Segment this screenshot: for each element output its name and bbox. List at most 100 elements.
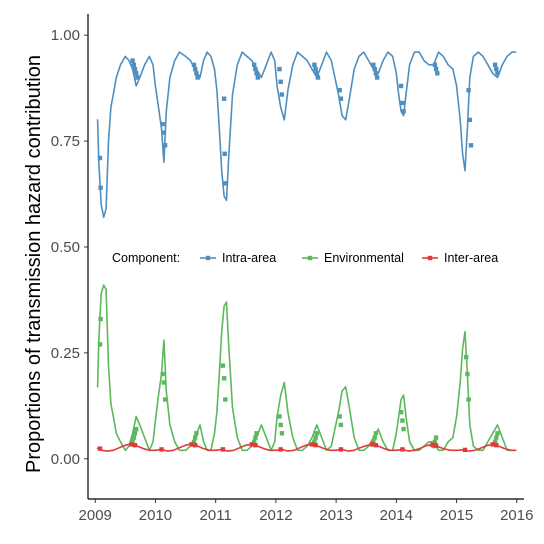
series-marker-environmental xyxy=(131,435,136,440)
series-marker-environmental xyxy=(191,439,197,444)
series-marker-inter-area xyxy=(129,442,134,447)
series-marker-intra-area xyxy=(494,66,499,72)
series-marker-environmental xyxy=(492,439,498,444)
series-marker-intra-area xyxy=(435,71,440,76)
series-marker-intra-area xyxy=(492,62,498,67)
series-marker-intra-area xyxy=(466,88,471,93)
series-marker-intra-area xyxy=(398,83,404,89)
series-marker-environmental xyxy=(279,431,285,436)
series-marker-intra-area xyxy=(278,79,283,84)
series-marker-inter-area xyxy=(159,447,164,452)
series-marker-environmental xyxy=(466,397,471,402)
plot-area xyxy=(96,51,517,453)
x-tick-label: 2016 xyxy=(500,507,533,524)
series-marker-environmental xyxy=(161,380,167,385)
x-ticks: 2009 2010 2011 2012 2013 2014 2015 2016 xyxy=(79,499,533,524)
series-intra-area xyxy=(96,51,517,219)
series-marker-intra-area xyxy=(495,71,500,76)
series-marker-inter-area xyxy=(309,442,315,447)
series-marker-environmental xyxy=(252,439,257,444)
y-axis-title: Proportions of transmission hazard contr… xyxy=(23,55,45,473)
series-marker-intra-area xyxy=(373,71,379,76)
series-marker-environmental xyxy=(132,431,138,436)
y-tick-label: 0.25 xyxy=(51,345,80,362)
series-marker-environmental xyxy=(97,342,103,347)
series-marker-intra-area xyxy=(98,185,103,190)
x-tick-label: 2012 xyxy=(259,507,292,524)
x-tick-label: 2014 xyxy=(380,507,413,524)
series-marker-inter-area xyxy=(193,443,198,448)
series-marker-environmental xyxy=(433,435,439,440)
series-marker-intra-area xyxy=(97,155,103,161)
series-marker-inter-area xyxy=(494,443,499,448)
series-marker-intra-area xyxy=(312,62,317,67)
series-marker-environmental xyxy=(313,435,318,440)
series-marker-environmental xyxy=(194,431,199,436)
series-marker-environmental xyxy=(220,363,226,368)
series-marker-inter-area xyxy=(373,443,379,448)
series-marker-inter-area xyxy=(189,442,194,447)
series-marker-intra-area xyxy=(160,121,165,127)
series-marker-intra-area xyxy=(134,71,139,76)
series-marker-intra-area xyxy=(191,62,197,67)
y-tick-label: 1.00 xyxy=(51,27,80,44)
series-marker-environmental xyxy=(371,439,376,444)
y-ticks: 0.00 0.25 0.50 0.75 1.00 xyxy=(51,27,88,468)
series-marker-intra-area xyxy=(130,58,135,63)
x-tick-label: 2015 xyxy=(440,507,473,524)
series-marker-inter-area xyxy=(278,447,283,452)
series-marker-intra-area xyxy=(223,181,228,186)
legend-title: Component: xyxy=(112,251,180,265)
series-marker-intra-area xyxy=(193,66,198,72)
series-marker-environmental xyxy=(253,435,258,440)
series-marker-inter-area xyxy=(490,442,495,447)
x-tick-label: 2010 xyxy=(139,507,172,524)
series-marker-environmental xyxy=(134,426,139,432)
series-marker-intra-area xyxy=(433,66,439,72)
series-marker-inter-area xyxy=(338,447,344,452)
series-marker-environmental xyxy=(495,431,500,436)
series-marker-intra-area xyxy=(400,100,405,106)
series-marker-inter-area xyxy=(313,443,318,448)
legend: Component: Intra-area Environmental Inter-… xyxy=(112,251,498,265)
legend-label: Intra-area xyxy=(222,251,276,265)
series-marker-inter-area xyxy=(132,443,138,448)
x-tick-label: 2013 xyxy=(319,507,352,524)
series-marker-environmental xyxy=(400,418,405,423)
series-marker-inter-area xyxy=(249,442,254,447)
series-marker-inter-area xyxy=(430,442,435,447)
series-marker-environmental xyxy=(254,431,259,436)
series-marker-intra-area xyxy=(277,66,282,72)
series-marker-intra-area xyxy=(279,92,285,97)
y-tick-label: 0.00 xyxy=(51,451,80,468)
series-marker-environmental xyxy=(432,439,438,444)
series-marker-intra-area xyxy=(252,62,257,67)
series-marker-intra-area xyxy=(467,117,472,123)
series-marker-intra-area xyxy=(254,71,259,76)
legend-item-inter-area: Inter-area xyxy=(422,251,498,265)
series-marker-intra-area xyxy=(132,66,138,72)
series-marker-environmental xyxy=(193,435,198,440)
series-marker-inter-area xyxy=(97,446,103,451)
legend-swatch-marker xyxy=(205,255,211,261)
series-marker-intra-area xyxy=(161,130,167,135)
series-marker-environmental xyxy=(312,439,317,444)
series-marker-intra-area xyxy=(338,96,344,101)
x-tick-label: 2009 xyxy=(79,507,112,524)
series-marker-intra-area xyxy=(371,62,376,67)
series-marker-environmental xyxy=(401,426,406,432)
series-marker-intra-area xyxy=(401,109,406,114)
series-marker-intra-area xyxy=(194,71,199,76)
series-marker-environmental xyxy=(221,376,227,381)
legend-label: Environmental xyxy=(324,251,404,265)
series-marker-intra-area xyxy=(374,75,380,80)
series-marker-intra-area xyxy=(135,75,140,80)
series-marker-environmental xyxy=(160,371,165,377)
series-marker-environmental xyxy=(223,397,228,402)
legend-label: Inter-area xyxy=(444,251,498,265)
series-marker-intra-area xyxy=(372,66,377,72)
series-marker-intra-area xyxy=(195,75,200,80)
axes: 0.00 0.25 0.50 0.75 1.00 2009 2010 2011 2012 201… xyxy=(51,14,533,524)
series-marker-intra-area xyxy=(162,143,168,148)
